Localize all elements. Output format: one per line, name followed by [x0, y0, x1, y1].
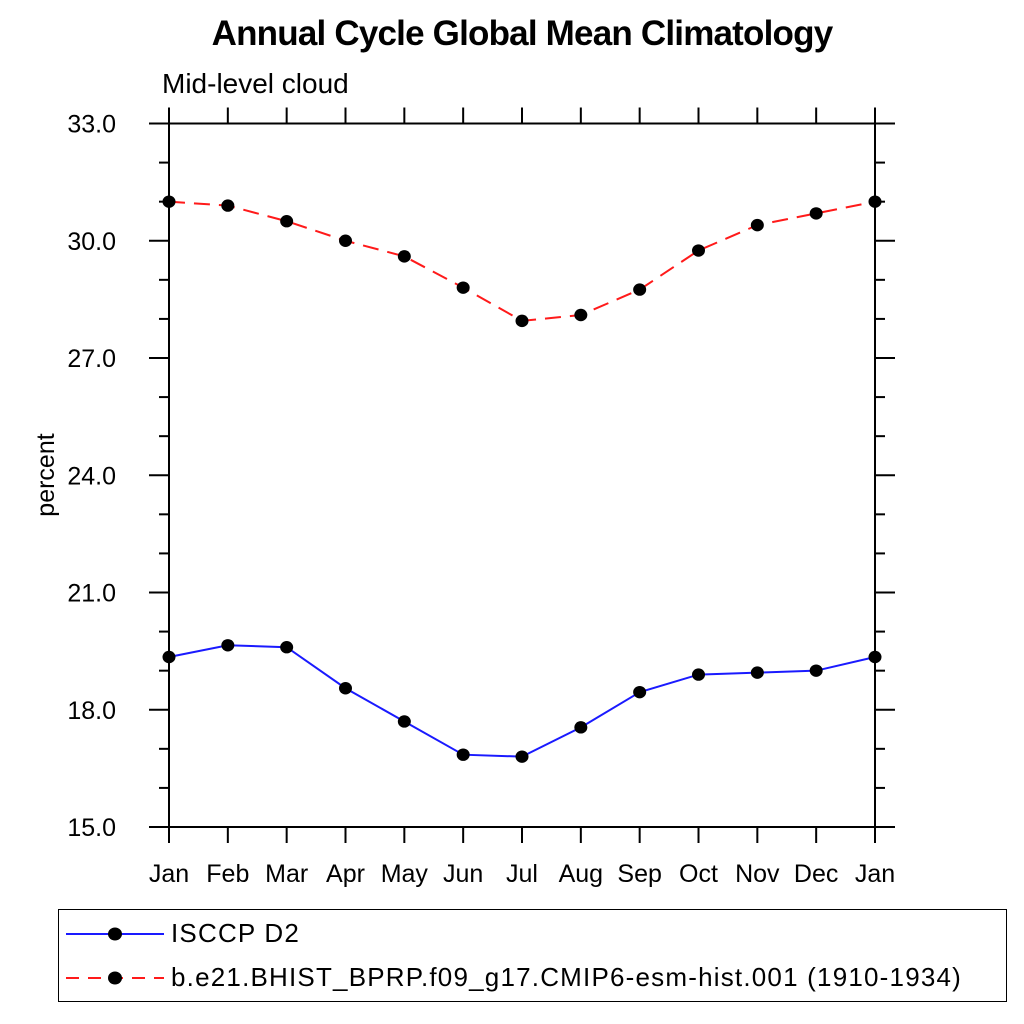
y-tick-label: 15.0: [67, 814, 116, 842]
x-tick-label: Oct: [679, 860, 718, 888]
data-point-marker: [339, 682, 352, 695]
x-tick-label: Feb: [206, 860, 249, 888]
legend-item-0: ISCCP D2: [59, 912, 1006, 956]
x-tick-label: Sep: [617, 860, 661, 888]
plot-frame: [168, 122, 876, 828]
x-tick-label: Aug: [559, 860, 603, 888]
data-point-marker: [515, 750, 529, 763]
data-point-marker: [456, 281, 470, 294]
data-point-marker: [868, 650, 882, 664]
series-line-1: [168, 200, 876, 322]
y-tick-label: 27.0: [67, 345, 116, 373]
legend-marker-dot: [108, 971, 122, 984]
legend-label: b.e21.BHIST_BPRP.f09_g17.CMIP6-esm-hist.…: [171, 962, 963, 992]
data-point-marker: [339, 234, 352, 247]
x-tick-label: Jun: [443, 860, 483, 888]
x-tick-label: May: [381, 860, 429, 888]
data-point-marker: [633, 283, 647, 296]
y-tick-label: 33.0: [67, 111, 116, 139]
x-tick-label: Nov: [735, 860, 780, 888]
data-point-marker: [456, 748, 470, 761]
data-point-marker: [692, 244, 705, 257]
x-tick-label: Jan: [149, 860, 189, 888]
data-point-marker: [692, 668, 705, 681]
legend-swatch-dashed-line: [66, 971, 164, 984]
data-point-marker: [162, 650, 176, 664]
legend-label: ISCCP D2: [171, 918, 301, 948]
x-tick-label: Dec: [794, 860, 838, 888]
x-tick-label: Jan: [855, 860, 895, 888]
legend-item-1: b.e21.BHIST_BPRP.f09_g17.CMIP6-esm-hist.…: [59, 956, 1006, 1000]
data-point-marker: [397, 250, 411, 263]
y-tick-label: 21.0: [67, 580, 116, 608]
data-point-marker: [809, 664, 823, 677]
data-point-marker: [633, 685, 647, 699]
legend-box: ISCCP D2 b.e21.BHIST_BPRP.f09_g17.CMIP6-e…: [58, 909, 1007, 1002]
data-point-marker: [162, 195, 176, 208]
data-point-marker: [397, 715, 411, 728]
data-point-marker: [809, 207, 823, 220]
x-tick-label: Mar: [265, 860, 308, 888]
data-point-marker: [221, 199, 235, 212]
data-point-marker: [574, 308, 588, 322]
data-point-marker: [221, 639, 235, 652]
series-line-0: [168, 644, 876, 758]
y-tick-label: 30.0: [67, 228, 116, 256]
data-point-marker: [515, 314, 529, 328]
data-point-marker: [574, 721, 588, 734]
chart-title: Annual Cycle Global Mean Climatology: [211, 14, 834, 53]
legend-marker-dot: [108, 927, 122, 940]
data-point-marker: [750, 666, 764, 679]
y-tick-label: 18.0: [67, 697, 116, 725]
data-point-marker: [750, 218, 764, 232]
chart-subtitle: Mid-level cloud: [162, 68, 349, 99]
legend-swatch-solid-line: [66, 927, 164, 940]
data-point-marker: [280, 641, 294, 654]
data-point-marker: [868, 195, 882, 208]
x-tick-label: Jul: [506, 860, 538, 888]
data-point-marker: [280, 215, 294, 228]
x-tick-label: Apr: [326, 860, 365, 888]
y-tick-label: 24.0: [67, 462, 116, 490]
